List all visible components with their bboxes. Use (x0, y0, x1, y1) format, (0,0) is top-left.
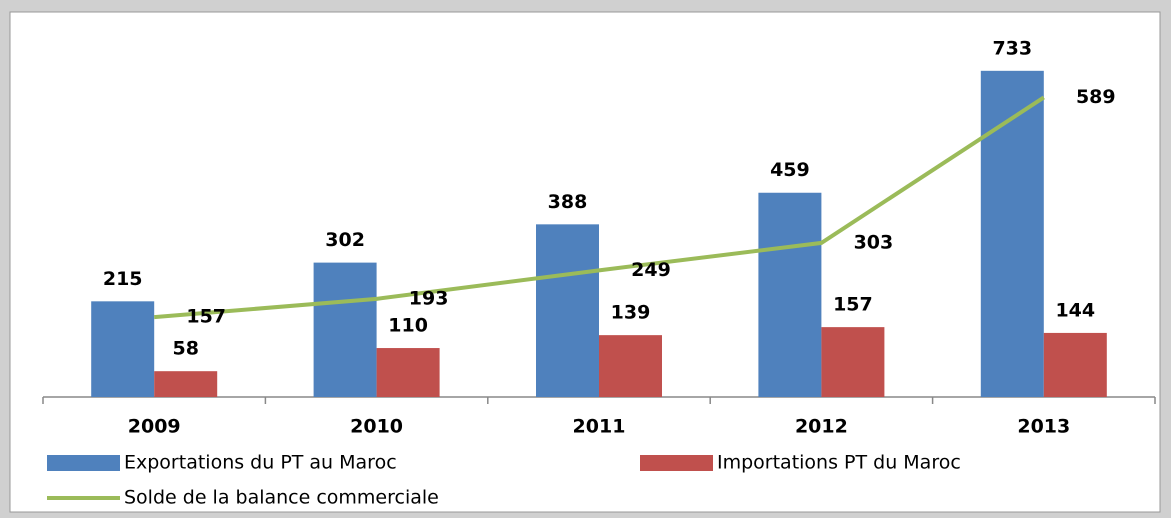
bar (154, 371, 218, 397)
bar (758, 192, 822, 397)
data-label: 193 (409, 287, 449, 309)
legend-swatch (640, 455, 713, 471)
bar (1043, 332, 1107, 397)
legend-label: Solde de la balance commerciale (124, 487, 439, 509)
bar (91, 301, 155, 397)
data-label: 388 (548, 191, 588, 213)
data-label: 157 (833, 294, 873, 316)
bar (821, 327, 885, 397)
data-label: 302 (325, 229, 365, 251)
legend-label: Importations PT du Maroc (717, 452, 961, 474)
legend-swatch (47, 455, 120, 471)
bar (536, 224, 599, 397)
x-tick-label: 2009 (128, 416, 181, 438)
data-label: 58 (172, 338, 198, 360)
data-label: 110 (388, 315, 428, 337)
x-tick-label: 2010 (350, 416, 403, 438)
bar (376, 348, 440, 397)
data-label: 139 (611, 302, 651, 324)
data-label: 144 (1055, 299, 1095, 321)
data-label: 589 (1076, 86, 1116, 108)
data-label: 249 (631, 259, 671, 281)
x-tick-label: 2012 (795, 416, 848, 438)
data-label: 303 (854, 231, 894, 253)
data-label: 733 (992, 37, 1032, 59)
x-tick-label: 2011 (573, 416, 626, 438)
bar (313, 262, 377, 397)
x-tick-label: 2013 (1017, 416, 1070, 438)
data-label: 157 (186, 306, 226, 328)
data-label: 459 (770, 159, 810, 181)
legend-label: Exportations du PT au Maroc (124, 452, 397, 474)
bar (980, 70, 1044, 397)
line-series (154, 95, 1045, 320)
data-label: 215 (103, 268, 143, 290)
bar (599, 335, 662, 397)
